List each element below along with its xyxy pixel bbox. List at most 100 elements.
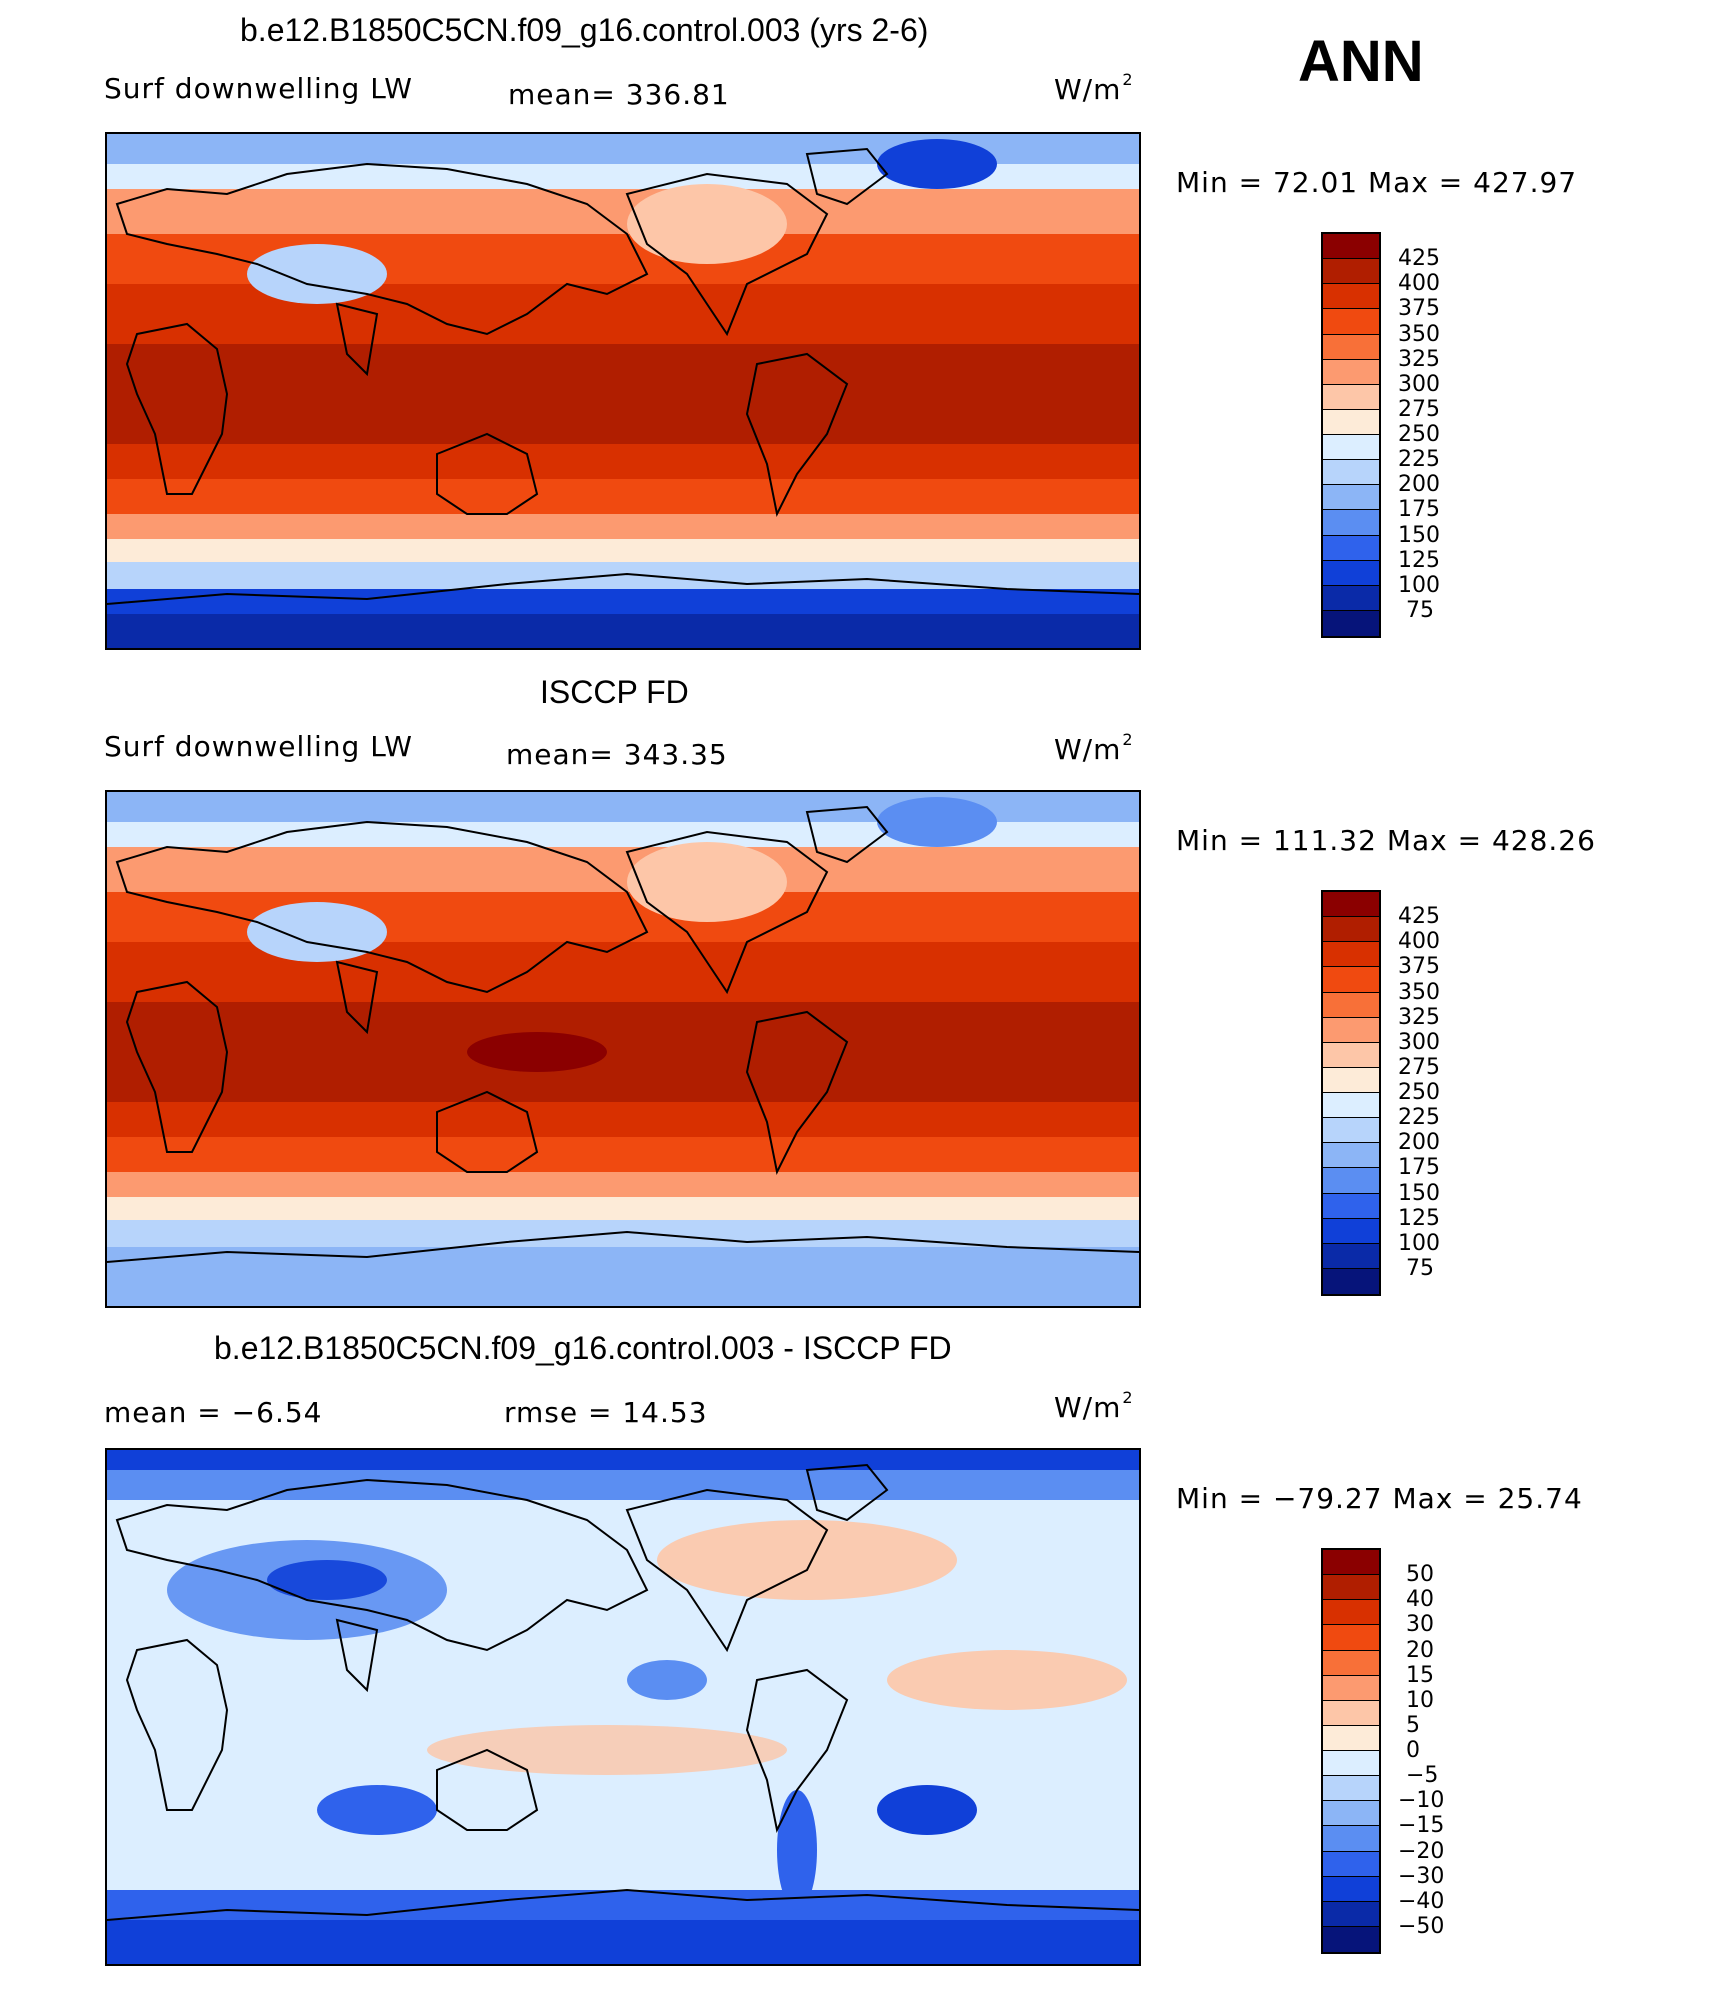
colorbar-tick-label: 100 <box>1398 572 1440 598</box>
map-blob <box>877 1785 977 1835</box>
colorbar-swatch <box>1323 535 1379 561</box>
colorbar-swatch <box>1323 510 1379 536</box>
colorbar-tick-label: 275 <box>1398 1054 1440 1080</box>
colorbar-swatch <box>1323 967 1379 993</box>
colorbar-swatch <box>1323 585 1379 611</box>
colorbar-swatch <box>1323 259 1379 285</box>
panel-2-minmax: Min = 111.32 Max = 428.26 <box>1176 824 1596 857</box>
colorbar-tick-label: −5 <box>1406 1763 1439 1789</box>
colorbar-swatch <box>1323 1042 1379 1068</box>
map-blob <box>877 797 997 847</box>
colorbar-swatch <box>1323 359 1379 385</box>
colorbar-swatch <box>1323 485 1379 511</box>
colorbar-tick-label: 10 <box>1406 1687 1434 1713</box>
colorbar-tick-label: −40 <box>1398 1888 1445 1914</box>
colorbar-tick-label: 125 <box>1398 547 1440 573</box>
colorbar-swatch <box>1323 1243 1379 1269</box>
colorbar-tick-label: 325 <box>1398 346 1440 372</box>
coastline <box>115 820 649 994</box>
season-label: ANN <box>1298 29 1424 94</box>
map-blob <box>777 1790 817 1910</box>
colorbar-tick-label: 300 <box>1398 1029 1440 1055</box>
colorbar-tick-label: 20 <box>1406 1637 1434 1663</box>
coastline <box>745 1010 849 1176</box>
map-blob <box>467 1032 607 1072</box>
panel-1-map-field <box>107 134 1139 648</box>
colorbar-swatch <box>1323 1268 1379 1294</box>
panel-3-map-field <box>107 1450 1139 1964</box>
map-band <box>107 539 1139 564</box>
colorbar-tick-label: 75 <box>1406 1255 1434 1281</box>
map-band <box>107 1920 1139 1964</box>
coastline <box>125 322 229 495</box>
colorbar-swatch <box>1323 334 1379 360</box>
map-blob <box>627 842 787 922</box>
colorbar-swatch <box>1323 1851 1379 1877</box>
colorbar-tick-label: 375 <box>1398 954 1440 980</box>
panel-3-title: b.e12.B1850C5CN.f09_g16.control.003 - IS… <box>214 1330 952 1366</box>
colorbar-swatch <box>1323 992 1379 1018</box>
colorbar-tick-label: 5 <box>1406 1712 1420 1738</box>
colorbar-tick-label: 200 <box>1398 472 1440 498</box>
colorbar-swatch <box>1323 1193 1379 1219</box>
map-band <box>107 479 1139 519</box>
map-band <box>107 284 1139 344</box>
colorbar-swatch <box>1323 1801 1379 1827</box>
coastline <box>436 432 539 515</box>
panel-1-units: W/m2 <box>1054 70 1134 106</box>
colorbar-swatch <box>1323 384 1379 410</box>
colorbar-tick-label: 100 <box>1398 1230 1440 1256</box>
coastline <box>436 1748 539 1831</box>
panel-2-title: ISCCP FD <box>540 674 689 710</box>
coastline <box>107 1888 1139 1921</box>
map-band <box>107 1197 1139 1222</box>
colorbar-swatch <box>1323 1751 1379 1777</box>
colorbar-tick-label: 225 <box>1398 447 1440 473</box>
panel-1-variable-label: Surf downwelling LW <box>104 72 413 105</box>
coastline <box>745 352 849 518</box>
map-band <box>107 444 1139 484</box>
map-band <box>107 942 1139 1002</box>
colorbar-tick-label: −15 <box>1398 1813 1445 1839</box>
colorbar-swatch <box>1323 1876 1379 1902</box>
colorbar-tick-label: 425 <box>1398 904 1440 930</box>
coastline <box>107 572 1139 605</box>
map-blob <box>427 1725 787 1775</box>
colorbar-swatch <box>1323 1625 1379 1651</box>
colorbar-tick-label: −30 <box>1398 1863 1445 1889</box>
colorbar-tick-label: 0 <box>1406 1738 1420 1763</box>
colorbar-tick-label: 125 <box>1398 1205 1440 1231</box>
map-blob <box>877 139 997 189</box>
map-blob <box>627 1660 707 1700</box>
coastline <box>436 1090 539 1173</box>
colorbar-swatch <box>1323 1675 1379 1701</box>
colorbar-swatch <box>1323 1093 1379 1119</box>
coastline <box>625 172 829 337</box>
colorbar-tick-label: 375 <box>1398 296 1440 322</box>
colorbar-tick-label: 425 <box>1398 246 1440 272</box>
colorbar-swatch <box>1323 1218 1379 1244</box>
colorbar-swatch <box>1323 1550 1379 1576</box>
panel-3-map <box>105 1448 1141 1966</box>
coastline <box>745 1668 849 1834</box>
panel-2-units: W/m2 <box>1054 730 1134 766</box>
colorbar-swatch <box>1323 309 1379 335</box>
map-band <box>107 1102 1139 1142</box>
panel-1-map <box>105 132 1141 650</box>
map-band <box>107 1470 1139 1500</box>
panel-1-mean-label: mean= 336.81 <box>508 78 730 111</box>
map-band <box>107 1247 1139 1306</box>
panel-2-variable-label: Surf downwelling LW <box>104 730 413 763</box>
map-blob <box>627 184 787 264</box>
colorbar-tick-label: 300 <box>1398 371 1440 397</box>
panel-2-map-field <box>107 792 1139 1306</box>
colorbar-tick-label: 200 <box>1398 1130 1440 1156</box>
colorbar-swatch <box>1323 1600 1379 1626</box>
colorbar-tick-label: 175 <box>1398 497 1440 523</box>
colorbar-swatch <box>1323 942 1379 968</box>
colorbar-tick-label: 350 <box>1398 979 1440 1005</box>
colorbar-tick-label: −20 <box>1398 1838 1445 1864</box>
colorbar-swatch <box>1323 892 1379 918</box>
colorbar-tick-label: 400 <box>1398 271 1440 297</box>
colorbar-tick-label: 350 <box>1398 321 1440 347</box>
